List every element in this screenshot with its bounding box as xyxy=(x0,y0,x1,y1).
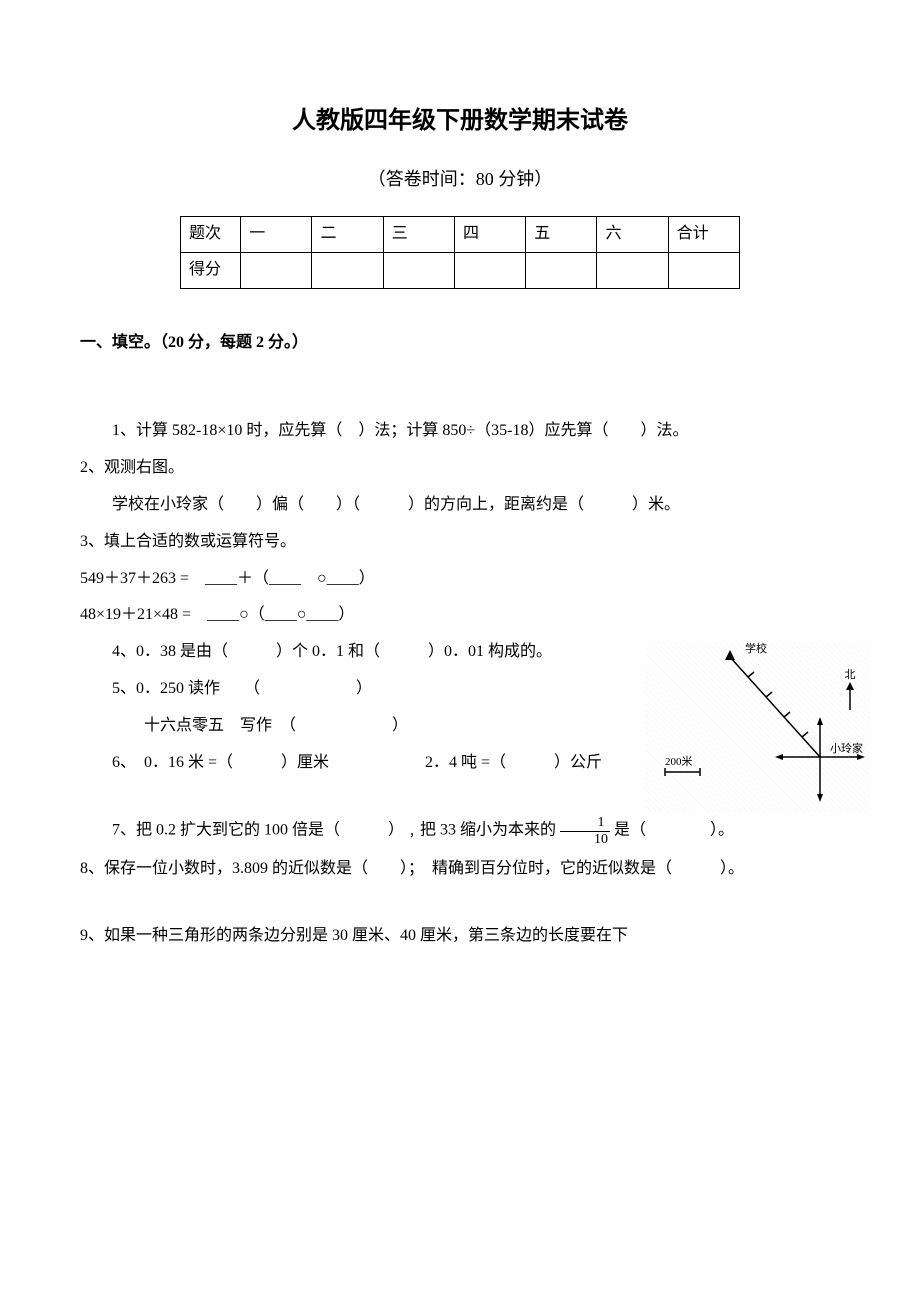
table-header-score: 得分 xyxy=(181,252,241,288)
north-label: 北 xyxy=(845,668,856,681)
score-cell xyxy=(668,252,739,288)
question-2: 2、观测右图。 xyxy=(80,454,840,483)
fraction-numerator: 1 xyxy=(560,815,610,831)
table-col-3: 三 xyxy=(383,216,454,252)
question-1: 1、计算 582-18×10 时，应先算（ ）法；计算 850÷（35-18）应… xyxy=(80,417,840,446)
question-7a-text: 7、把 0.2 扩大到它的 100 倍是（ ）﹐把 33 缩小为本来的 xyxy=(112,822,556,839)
section-1-header: 一、填空。（20 分，每题 2 分。） xyxy=(80,329,840,358)
scale-label: 200米 xyxy=(665,755,693,768)
question-7b-text: 是（ ）。 xyxy=(614,822,734,839)
table-row: 题次 一 二 三 四 五 六 合计 xyxy=(181,216,740,252)
table-col-total: 合计 xyxy=(668,216,739,252)
table-col-4: 四 xyxy=(454,216,525,252)
score-cell xyxy=(241,252,312,288)
question-3-line1: 549＋37＋263 = ____＋（____ ○____） xyxy=(80,565,840,594)
table-col-6: 六 xyxy=(597,216,668,252)
question-8: 8、保存一位小数时，3.809 的近似数是（ ）； 精确到百分位时，它的近似数是… xyxy=(80,855,840,884)
question-9: 9、如果一种三角形的两条边分别是 30 厘米、40 厘米，第三条边的长度要在下 xyxy=(80,922,840,951)
score-cell xyxy=(454,252,525,288)
direction-diagram: 北 学校 小玲家 xyxy=(645,642,870,812)
exam-time: （答卷时间：80 分钟） xyxy=(80,163,840,195)
table-row: 得分 xyxy=(181,252,740,288)
fraction-denominator: 10 xyxy=(560,832,610,847)
score-cell xyxy=(383,252,454,288)
table-col-5: 五 xyxy=(526,216,597,252)
diagram-svg: 北 学校 小玲家 xyxy=(645,642,870,812)
score-table: 题次 一 二 三 四 五 六 合计 得分 xyxy=(180,216,740,289)
question-3-line2: 48×19＋21×48 = ____○（____○____） xyxy=(80,601,840,630)
school-label: 学校 xyxy=(745,642,767,655)
question-7: 7、把 0.2 扩大到它的 100 倍是（ ）﹐把 33 缩小为本来的 1 10… xyxy=(80,815,840,847)
table-col-2: 二 xyxy=(312,216,383,252)
table-header-section: 题次 xyxy=(181,216,241,252)
question-2-sub: 学校在小玲家（ ）偏（ ）（ ）的方向上，距离约是（ ）米。 xyxy=(80,491,840,520)
score-cell xyxy=(526,252,597,288)
question-3: 3、填上合适的数或运算符号。 xyxy=(80,528,840,557)
fraction-icon: 1 10 xyxy=(560,815,610,847)
home-label: 小玲家 xyxy=(830,741,863,755)
score-cell xyxy=(312,252,383,288)
table-col-1: 一 xyxy=(241,216,312,252)
page-title: 人教版四年级下册数学期末试卷 xyxy=(80,100,840,143)
score-cell xyxy=(597,252,668,288)
